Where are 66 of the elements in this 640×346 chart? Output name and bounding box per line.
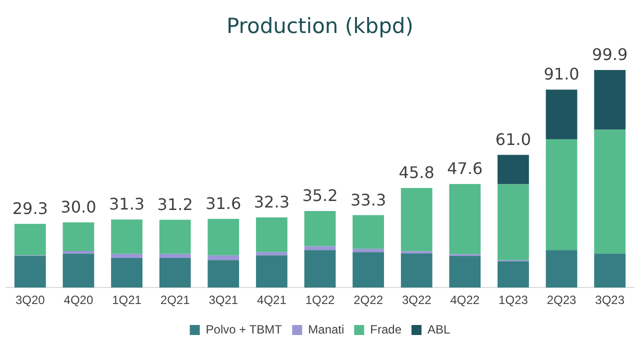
bar xyxy=(111,254,142,258)
bar xyxy=(62,222,94,252)
total-label: 91.0 xyxy=(544,64,580,84)
bar xyxy=(546,90,578,140)
x-tick-label: 3Q21 xyxy=(208,293,238,308)
bar xyxy=(400,253,432,288)
total-label: 33.3 xyxy=(350,190,386,210)
bar xyxy=(208,260,240,288)
bar xyxy=(256,217,288,252)
x-tick-label: 2Q23 xyxy=(546,293,577,308)
legend-label: ABL xyxy=(428,322,451,336)
x-tick-label: 4Q20 xyxy=(64,293,94,308)
x-tick-label: 2Q22 xyxy=(354,293,384,308)
bar xyxy=(14,256,46,288)
bar xyxy=(111,219,142,254)
legend-label: Manati xyxy=(308,322,344,336)
bar xyxy=(352,248,384,252)
bar xyxy=(208,218,240,256)
bar xyxy=(352,252,384,288)
x-tick-label: 3Q20 xyxy=(15,293,46,308)
total-label: 31.2 xyxy=(157,194,193,214)
total-label: 30.0 xyxy=(60,197,96,216)
total-label: 31.3 xyxy=(108,194,145,214)
bar xyxy=(14,224,46,256)
x-tick-label: 3Q23 xyxy=(595,293,625,308)
bar xyxy=(546,139,578,250)
bar xyxy=(62,254,94,288)
total-label: 35.2 xyxy=(302,186,338,206)
bar xyxy=(304,211,336,246)
total-label: 45.8 xyxy=(398,163,434,182)
total-label: 29.3 xyxy=(12,199,48,218)
bar xyxy=(594,130,626,254)
x-tick-label: 1Q22 xyxy=(305,293,335,308)
total-label: 32.3 xyxy=(254,192,290,212)
legend-label: Polvo + TBMT xyxy=(206,322,283,336)
legend-label: Frade xyxy=(370,322,402,336)
bar xyxy=(111,258,142,288)
x-tick-label: 4Q22 xyxy=(450,293,480,308)
total-label: 31.6 xyxy=(206,194,242,213)
bar xyxy=(594,254,626,288)
x-tick-label: 1Q21 xyxy=(112,293,142,308)
bar xyxy=(159,254,191,258)
x-tick-label: 4Q21 xyxy=(257,293,287,308)
bar xyxy=(498,154,529,184)
bar xyxy=(256,255,288,288)
bar xyxy=(208,255,240,260)
total-label: 61.0 xyxy=(495,130,532,150)
bar xyxy=(159,258,191,288)
bar xyxy=(449,184,481,254)
bar xyxy=(400,188,432,252)
x-tick-label: 2Q21 xyxy=(160,293,190,308)
total-label: 99.9 xyxy=(592,45,628,64)
bar xyxy=(449,256,481,288)
bar xyxy=(62,251,94,254)
bar xyxy=(498,261,529,288)
x-tick-label: 3Q22 xyxy=(402,293,432,308)
bar xyxy=(256,252,288,256)
bar xyxy=(594,70,626,130)
bar xyxy=(546,250,578,288)
bar xyxy=(159,220,191,254)
bar xyxy=(304,250,336,288)
total-label: 47.6 xyxy=(447,159,483,178)
bar xyxy=(498,184,529,260)
chart-title: Production (kbpd) xyxy=(226,14,414,38)
bar xyxy=(352,215,384,249)
x-tick-label: 1Q23 xyxy=(498,293,528,308)
